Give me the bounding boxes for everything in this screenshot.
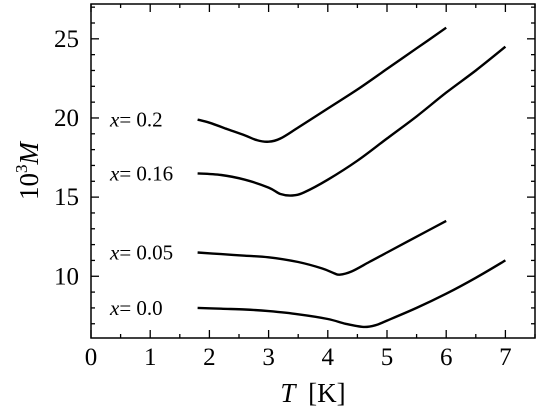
y-axis-label: 103M: [12, 141, 44, 201]
svg-text:103M: 103M: [12, 141, 44, 201]
x-tick-label: 3: [262, 344, 275, 371]
series-lines: [197, 26, 507, 329]
series-label-value: = 0.2: [119, 108, 162, 132]
series-label-1: x= 0.16: [109, 161, 173, 185]
x-axis-symbol: T: [280, 378, 297, 408]
y-axis-exponent: 3: [12, 165, 31, 174]
x-tick-label: 6: [440, 344, 453, 371]
series-label-value: = 0.05: [119, 241, 173, 265]
series-label-value: = 0.16: [119, 161, 173, 185]
y-tick-label: 25: [54, 26, 79, 53]
x-tick-label: 7: [499, 344, 512, 371]
y-axis-symbol: M: [14, 141, 44, 166]
series-label-variable: x: [109, 108, 120, 132]
series-label-variable: x: [109, 296, 120, 320]
series-label-2: x= 0.05: [109, 241, 173, 265]
series-line-1: [197, 45, 507, 197]
y-axis-prefix: 10: [14, 173, 44, 200]
y-tick-label: 10: [54, 263, 79, 290]
series-label-0: x= 0.2: [109, 108, 163, 132]
series-labels: x= 0.2x= 0.16x= 0.05x= 0.0: [109, 108, 173, 320]
x-axis-unit: [K]: [308, 378, 345, 408]
y-tick-label: 15: [54, 184, 79, 211]
series-label-3: x= 0.0: [109, 296, 163, 320]
x-tick-label: 2: [203, 344, 216, 371]
series-label-variable: x: [109, 241, 120, 265]
x-tick-label: 4: [322, 344, 335, 371]
series-label-value: = 0.0: [119, 296, 162, 320]
series-line-3: [197, 259, 507, 329]
plot-frame: [90, 3, 536, 339]
series-line-2: [197, 219, 447, 276]
x-axis-label: T [K]: [280, 378, 345, 408]
x-tick-label: 5: [381, 344, 394, 371]
x-tick-label: 0: [85, 344, 98, 371]
x-tick-label: 1: [144, 344, 157, 371]
series-line-0: [197, 26, 447, 143]
series-label-variable: x: [109, 161, 120, 185]
tick-labels: 0 1 2 3 4 5 6 7 10 15 20 25: [54, 26, 512, 371]
y-tick-label: 20: [54, 105, 79, 132]
